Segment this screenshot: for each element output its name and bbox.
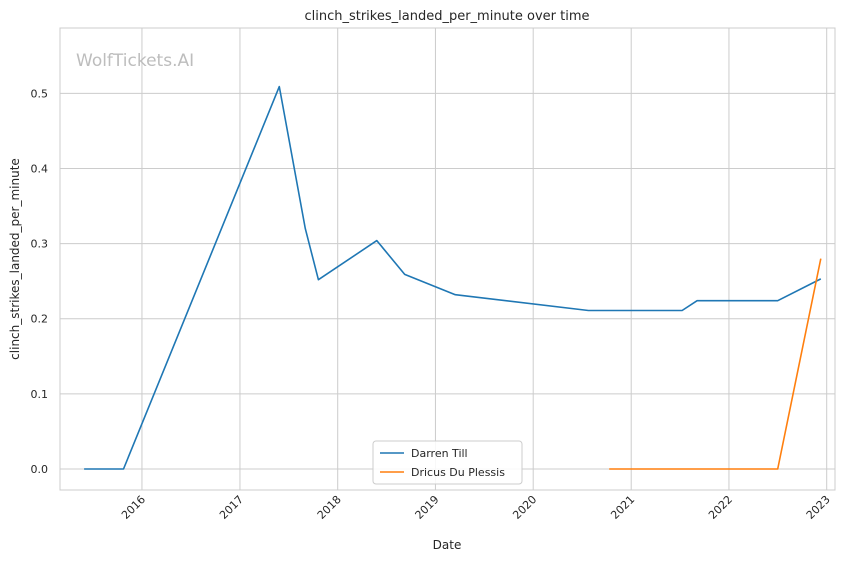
legend-label-dricus-du-plessis: Dricus Du Plessis: [411, 466, 505, 479]
grid-lines: [60, 28, 835, 490]
y-tick-labels: 0.0 0.1 0.2 0.3 0.4 0.5: [31, 87, 49, 476]
x-tick-label: 2016: [119, 493, 148, 522]
data-point-darren-till: [317, 278, 319, 280]
x-tick-label: 2021: [608, 493, 637, 522]
x-tick-labels: 2016 2017 2018 2019 2020 2021 2022 2023: [119, 493, 833, 522]
data-point-dricus-du-plessis: [820, 257, 822, 259]
data-point-darren-till: [776, 299, 778, 301]
data-point-darren-till: [304, 227, 306, 229]
watermark: WolfTickets.AI: [76, 51, 194, 71]
x-tick-label: 2020: [510, 493, 539, 522]
series-line-darren-till: [84, 85, 822, 470]
x-tick-label: 2023: [804, 493, 833, 522]
series-line-dricus-du-plessis: [609, 258, 822, 470]
y-tick-label: 0.5: [31, 87, 49, 100]
data-point-darren-till: [820, 278, 822, 280]
data-point-darren-till: [122, 468, 124, 470]
x-tick-label: 2018: [315, 493, 344, 522]
chart-title: clinch_strikes_landed_per_minute over ti…: [304, 9, 589, 24]
data-point-darren-till: [83, 468, 85, 470]
data-point-dricus-du-plessis: [776, 468, 778, 470]
legend-label-darren-till: Darren Till: [411, 447, 468, 460]
data-point-darren-till: [696, 299, 698, 301]
data-point-darren-till: [587, 309, 589, 311]
data-point-darren-till: [278, 85, 280, 87]
data-point-dricus-du-plessis: [608, 468, 610, 470]
plot-background: [59, 27, 836, 491]
data-point-darren-till: [681, 309, 683, 311]
legend-box: [372, 440, 523, 485]
y-tick-label: 0.1: [31, 388, 49, 401]
x-tick-label: 2019: [413, 493, 442, 522]
y-axis-label: clinch_strikes_landed_per_minute: [8, 158, 22, 360]
data-point-darren-till: [403, 273, 405, 275]
legend: Darren Till Dricus Du Plessis: [372, 440, 523, 485]
data-point-darren-till: [376, 239, 378, 241]
x-tick-label: 2017: [217, 493, 246, 522]
y-tick-label: 0.2: [31, 313, 49, 326]
series-layer: [83, 85, 822, 470]
x-axis-label: Date: [433, 538, 462, 552]
y-tick-label: 0.3: [31, 238, 49, 251]
y-tick-label: 0.0: [31, 463, 49, 476]
y-tick-label: 0.4: [31, 162, 49, 175]
data-point-darren-till: [454, 293, 456, 295]
x-tick-label: 2022: [706, 493, 735, 522]
